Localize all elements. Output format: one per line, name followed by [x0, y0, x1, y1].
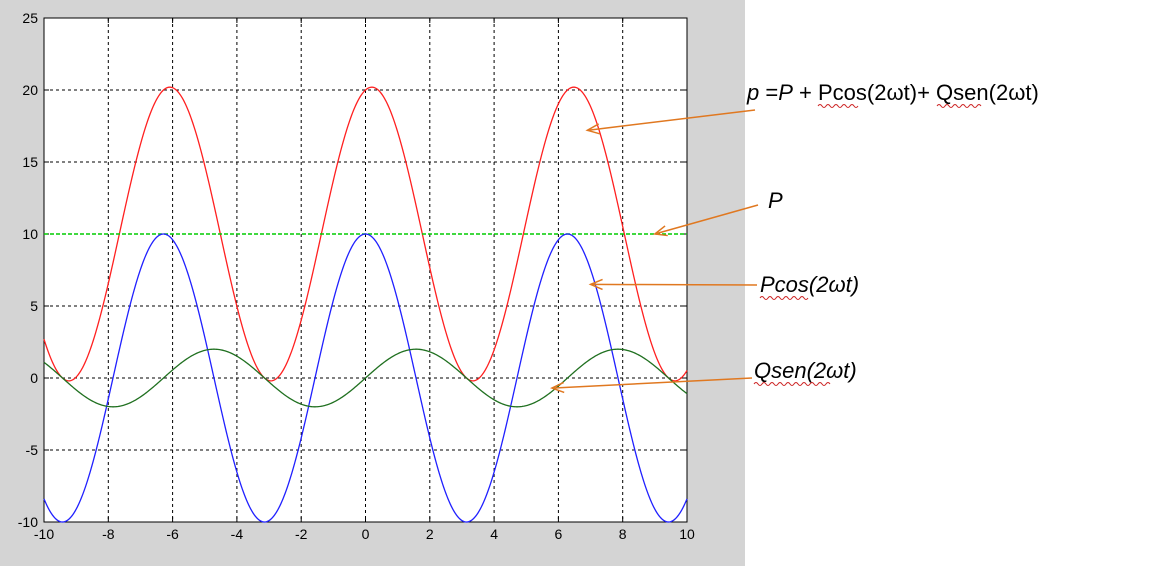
annotation-Pcos: Pcos(2ωt) — [760, 272, 859, 297]
squiggle-qsen2 — [753, 382, 831, 386]
arrow-head-Pcos — [588, 278, 603, 291]
x-tick-label-8: 6 — [555, 526, 563, 542]
series-line-p — [43, 86, 688, 382]
x-tick-label-9: 8 — [619, 526, 627, 542]
x-tick-label-10: 10 — [679, 526, 695, 542]
annotation-p: p =P + Pcos(2ωt)+ Qsen(2ωt) — [746, 80, 1039, 105]
x-tick-label-7: 4 — [490, 526, 498, 542]
x-tick-label-3: -4 — [231, 526, 244, 542]
arrow-line-Pcos — [590, 283, 758, 286]
arrows-group — [550, 109, 759, 394]
annotation-p-part-4: Pcos — [818, 80, 867, 105]
series-line-Qsen — [43, 348, 688, 408]
series-group — [43, 86, 688, 523]
y-tick-label-2: 0 — [30, 370, 38, 386]
y-tick-label-0: -10 — [18, 514, 38, 530]
annotations-group: p =P + Pcos(2ωt)+ Qsen(2ωt) P Pcos(2ωt) … — [746, 80, 1039, 386]
y-tick-label-7: 25 — [22, 10, 38, 26]
annotation-p-part-2: P — [778, 80, 793, 105]
x-tick-label-1: -8 — [102, 526, 115, 542]
x-tick-label-0: -10 — [34, 526, 54, 542]
annotation-p-part-0: p — [746, 80, 759, 105]
annotation-p-part-1: = — [759, 80, 778, 105]
arrow-line-p — [587, 109, 756, 132]
squiggle-qsen — [936, 104, 982, 108]
x-axis-ticks: -10 -8 -6 -4 -2 0 2 4 6 8 10 — [34, 18, 695, 542]
y-tick-label-4: 10 — [22, 226, 38, 242]
arrow-head-p — [585, 123, 601, 135]
x-tick-label-2: -6 — [166, 526, 179, 542]
squiggle-pcos — [817, 104, 859, 108]
x-tick-label-6: 2 — [426, 526, 434, 542]
annotation-p-part-5: (2ωt)+ — [867, 80, 936, 105]
y-tick-label-1: -5 — [26, 442, 39, 458]
annotation-Qsen: Qsen(2ωt) — [754, 358, 857, 383]
annotation-p-part-6: Qsen — [936, 80, 989, 105]
squiggle-pcos2 — [759, 296, 809, 300]
series-line-Pcos — [43, 233, 688, 523]
arrow-head-P — [652, 225, 668, 237]
annotation-p-part-3: + — [793, 80, 818, 105]
arrow-head-Qsen — [550, 381, 565, 394]
annotation-p-part-7: (2ωt) — [989, 80, 1039, 105]
y-axis-ticks: -10 -5 0 5 10 15 20 25 — [18, 10, 687, 530]
arrow-line-Qsen — [551, 377, 753, 389]
x-tick-label-5: 0 — [362, 526, 370, 542]
x-tick-label-4: -2 — [295, 526, 308, 542]
arrow-line-P — [654, 204, 759, 235]
y-tick-label-3: 5 — [30, 298, 38, 314]
y-tick-label-6: 20 — [22, 82, 38, 98]
y-tick-label-5: 15 — [22, 154, 38, 170]
annotation-P: P — [768, 188, 783, 213]
